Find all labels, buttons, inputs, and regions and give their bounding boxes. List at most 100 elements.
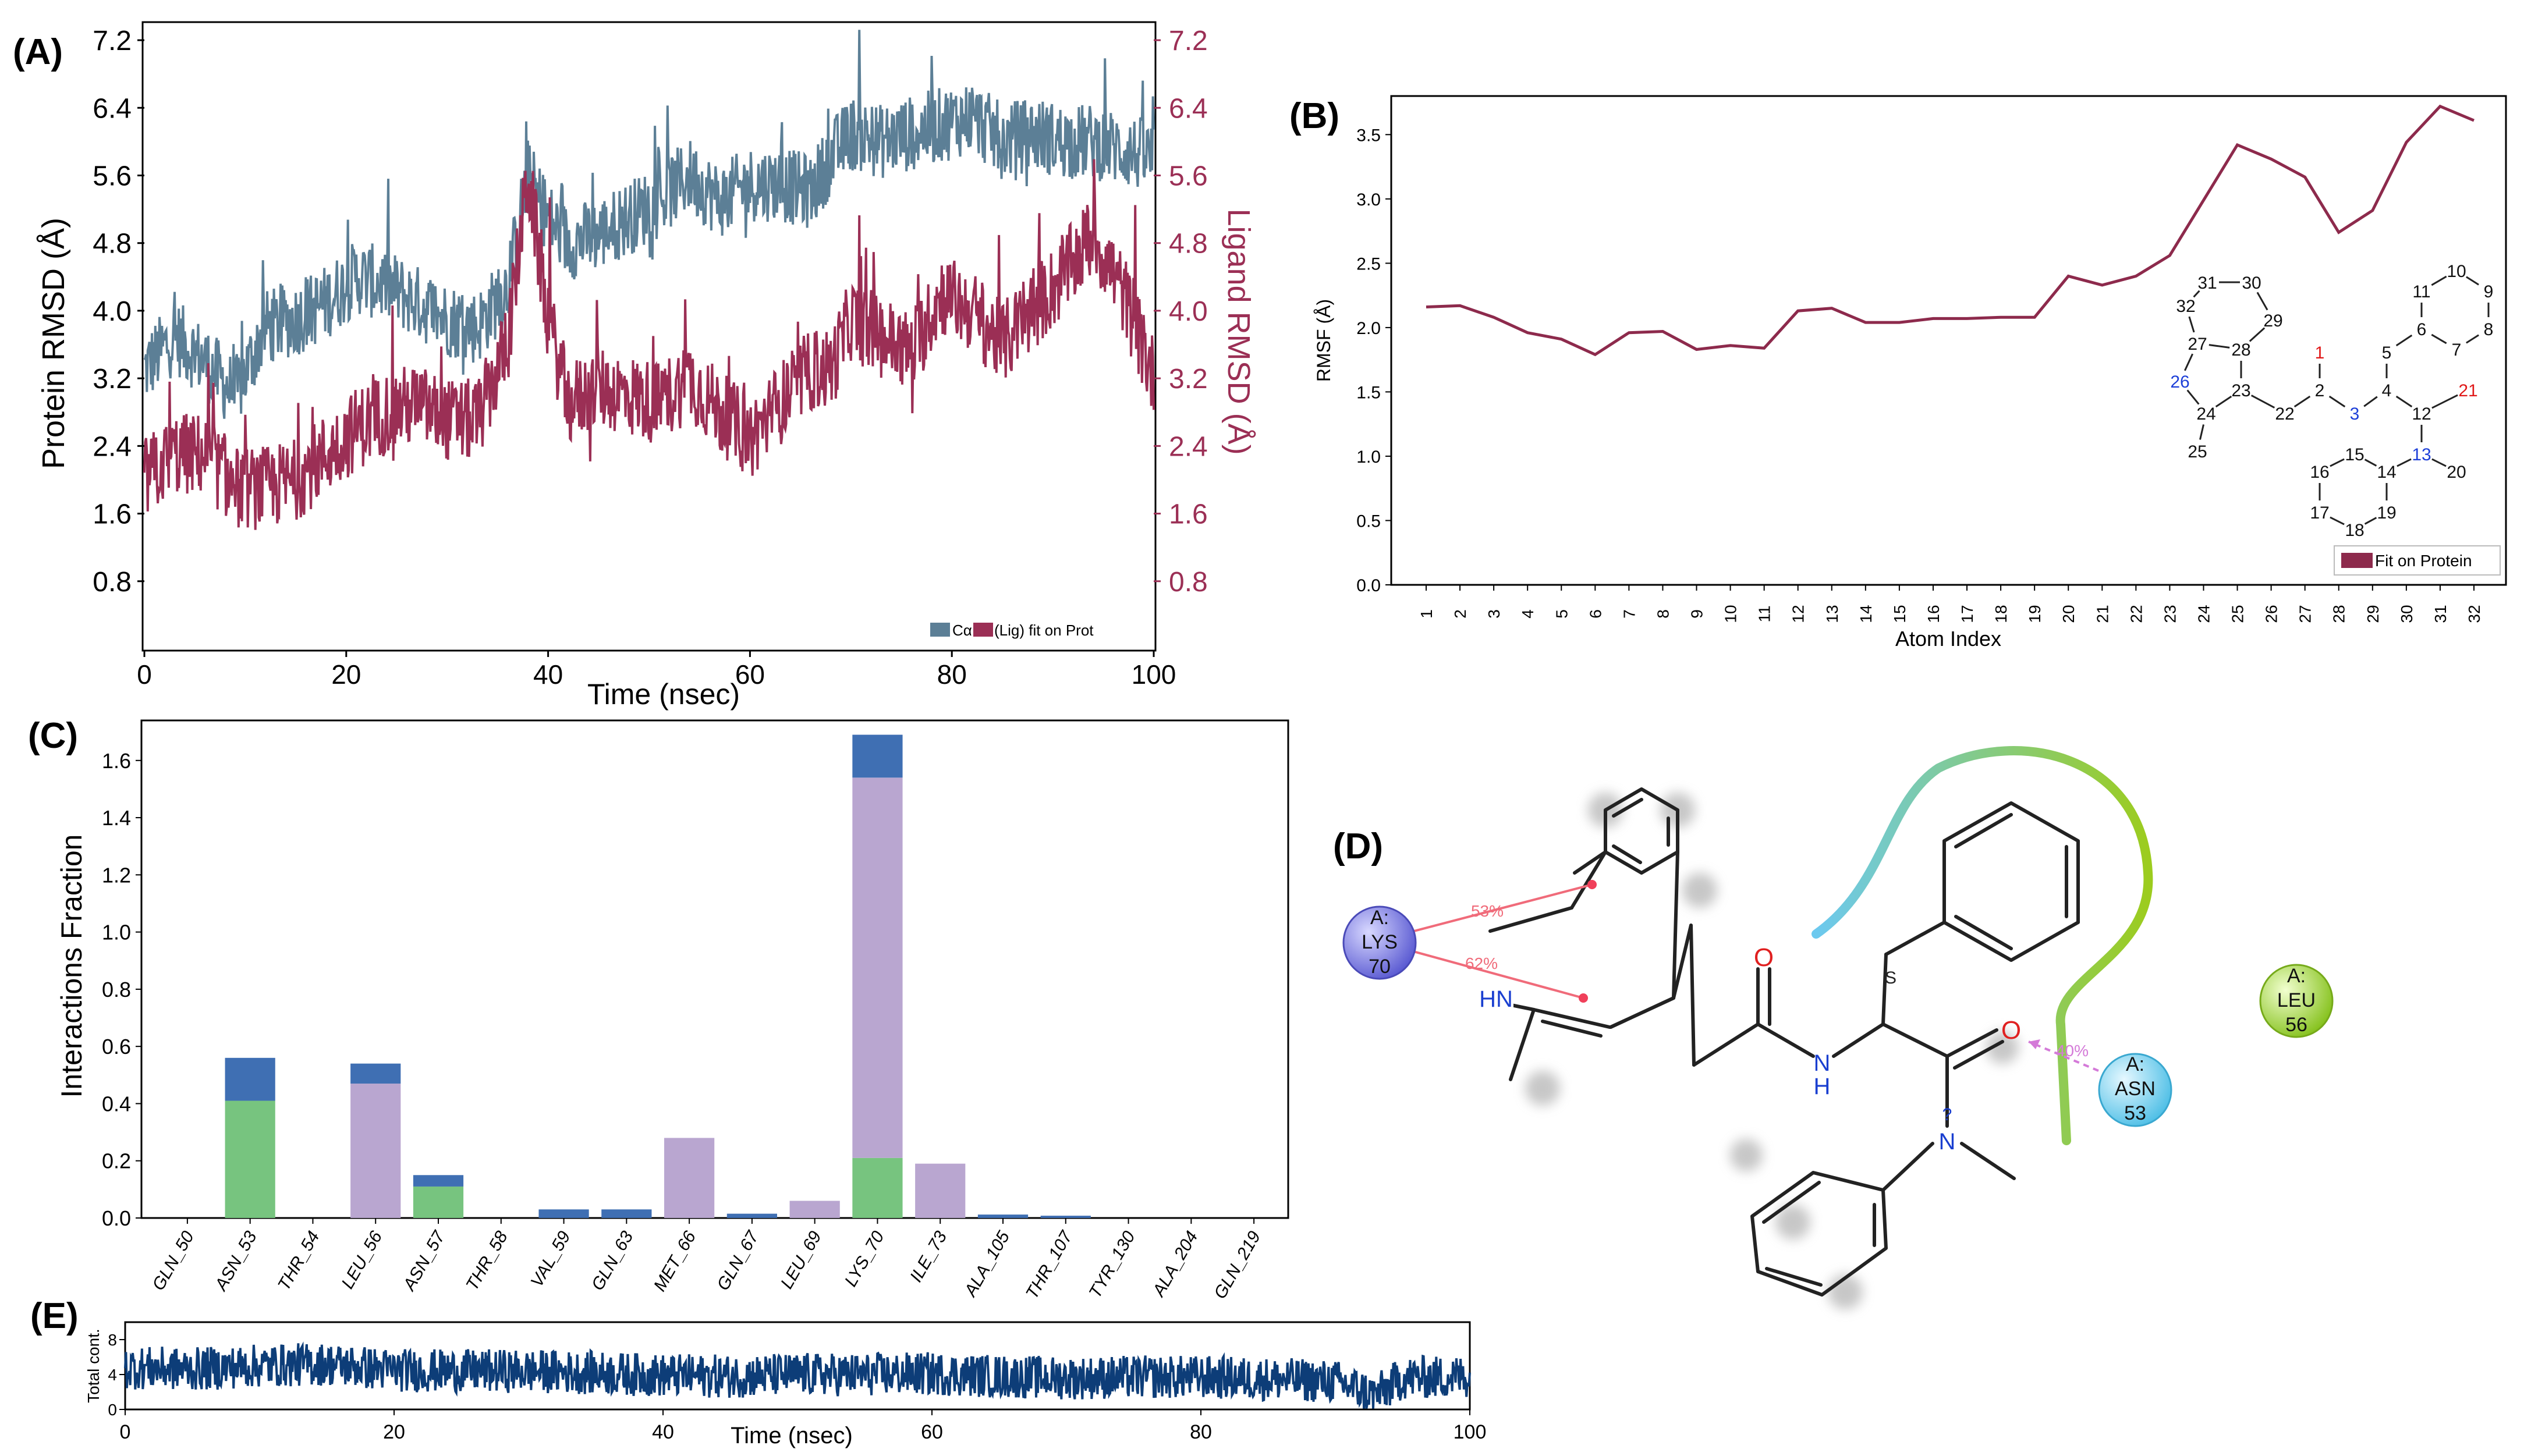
b-xtick-label: 15 — [1891, 605, 1909, 623]
b-structure-bond — [2397, 458, 2412, 467]
c-ytick-label: 0.6 — [102, 1035, 131, 1059]
leu56-number: 56 — [2285, 1014, 2307, 1036]
b-structure-bond — [2250, 395, 2275, 409]
b-xtick-label: 3 — [1485, 609, 1503, 619]
asn53-circle — [2098, 1053, 2172, 1127]
a-ytick-label: 4.8 — [93, 229, 132, 260]
b-atom-number: 19 — [2377, 503, 2396, 523]
b-atom-number: 7 — [2452, 340, 2462, 360]
c-xtick-label: VAL_59 — [527, 1228, 574, 1291]
asn53-number: 53 — [2124, 1102, 2146, 1124]
bar-leu_56-1 — [350, 1084, 401, 1218]
residue-lys70: A: LYS 70 — [1342, 905, 1417, 980]
panel-e-x-axis: 0 20 40 60 80 100 — [120, 1409, 1487, 1443]
c-xtick-label: THR_107 — [1022, 1227, 1076, 1302]
b-atom-number: 11 — [2412, 282, 2430, 301]
a-y2tick-label: 7.2 — [1169, 26, 1208, 56]
b-ytick-label: 0.5 — [1356, 512, 1381, 531]
b-xtick-label: 17 — [1958, 605, 1976, 623]
b-atom-number: 3 — [2350, 404, 2360, 424]
c-ytick-label: 0.8 — [102, 978, 131, 1002]
bar-gln_67-2 — [726, 1213, 777, 1218]
bar-ala_105-2 — [977, 1214, 1029, 1218]
b-atom-number: 6 — [2417, 320, 2427, 339]
legend-protein-label: Cα — [952, 622, 972, 639]
b-xtick-label: 21 — [2093, 605, 2111, 623]
b-atom-number: 25 — [2188, 442, 2207, 461]
panel-c-interaction-chart: 0.0 0.2 0.4 0.6 0.8 1.0 1.2 1.4 1.6 GLN_50 ASN_53… — [55, 719, 1289, 1302]
ligand-rmsd-line — [143, 159, 1155, 530]
b-xtick-label: 30 — [2398, 605, 2416, 623]
panel-label-a: (A) — [13, 32, 63, 72]
e-xtick-label: 80 — [1190, 1421, 1212, 1443]
a-xtick-label: 0 — [137, 659, 152, 690]
b-xtick-label: 4 — [1519, 609, 1537, 619]
c-xtick-label: ALA_105 — [960, 1228, 1013, 1301]
e-xtick-label: 100 — [1454, 1421, 1487, 1443]
b-xtick-label: 22 — [2127, 605, 2145, 623]
b-xtick-label: 12 — [1789, 605, 1807, 623]
panel-b-xlabel: Atom Index — [1895, 627, 2001, 651]
binding-pocket-outline — [1812, 746, 2153, 1145]
b-atom-number: 32 — [2176, 297, 2195, 316]
stereo-s-label: S — [1885, 968, 1896, 988]
legend-rmsf-label: Fit on Protein — [2375, 552, 2472, 570]
b-structure-bond — [2466, 276, 2479, 286]
panel-b-x-axis: 1 2 3 4 5 6 7 8 9 10 11 12 13 14 15 16 17 18 19 20 21 22 23 24 2… — [1417, 585, 2483, 623]
b-structure-bond — [2215, 395, 2232, 408]
b-structure-bond — [2431, 394, 2458, 409]
lys70-chain: A: — [1370, 907, 1389, 929]
e-ytick-label: 4 — [108, 1366, 117, 1384]
a-y2tick-label: 2.4 — [1169, 431, 1208, 462]
bar-asn_57-2 — [413, 1175, 464, 1187]
b-structure-bond — [2188, 316, 2195, 333]
panel-c-frame — [140, 719, 1289, 1219]
panel-a-xlabel: Time (nsec) — [587, 678, 740, 711]
a-y2tick-label: 5.6 — [1169, 161, 1208, 191]
bar-asn_53-2 — [225, 1057, 275, 1101]
b-xtick-label: 18 — [1992, 605, 2010, 623]
b-structure-bond — [2330, 516, 2345, 525]
b-atom-number: 8 — [2484, 320, 2494, 339]
panel-e-contacts-chart: 0 4 8 0 20 40 60 80 100 Time (nsec) Total cont. — [84, 1321, 1487, 1448]
asn53-chain: A: — [2126, 1053, 2144, 1075]
legend-ligand-label: (Lig) fit on Prot — [994, 622, 1094, 639]
c-xtick-label: TYR_130 — [1086, 1228, 1139, 1302]
b-atom-number: 31 — [2197, 274, 2217, 293]
b-structure-bond — [2431, 333, 2447, 345]
b-xtick-label: 26 — [2263, 605, 2281, 623]
bar-val_59-2 — [538, 1209, 589, 1218]
a-ytick-label: 4.0 — [93, 296, 132, 327]
b-structure-bond — [2186, 389, 2200, 405]
lys70-number: 70 — [1369, 956, 1391, 978]
a-ytick-label: 0.8 — [93, 567, 132, 598]
amide-n-label: N — [1814, 1050, 1831, 1076]
panel-label-b: (B) — [1289, 96, 1339, 136]
b-ytick-label: 2.0 — [1356, 319, 1381, 338]
bar-leu_69-1 — [789, 1201, 840, 1218]
legend-swatch-ligand — [973, 623, 993, 637]
residue-asn53: A: ASN 53 — [2098, 1053, 2172, 1127]
b-atom-number: 29 — [2263, 311, 2282, 331]
pi-cation-interactions: 53% 62% — [1402, 880, 1597, 1003]
b-atom-number: 20 — [2447, 463, 2466, 482]
a-xtick-label: 100 — [1132, 659, 1176, 690]
c-xtick-label: MET_66 — [650, 1228, 700, 1295]
panel-c-y-axis: 0.0 0.2 0.4 0.6 0.8 1.0 1.2 1.4 1.6 — [102, 749, 141, 1230]
b-xtick-label: 13 — [1823, 605, 1841, 623]
a-y2tick-label: 3.2 — [1169, 364, 1208, 395]
panel-e-xlabel: Time (nsec) — [731, 1423, 853, 1448]
ligand-interaction-diagram: HN O N H S O ? N 53% 62% 40% A: LYS 70 — [1342, 746, 2334, 1309]
hbond-line-asn53 — [2028, 1040, 2099, 1072]
c-ytick-label: 1.2 — [102, 863, 131, 887]
carbonyl-oxygen-2: O — [2001, 1016, 2021, 1045]
a-xtick-label: 80 — [937, 659, 967, 690]
a-xtick-label: 20 — [331, 659, 361, 690]
a-ytick-label: 5.6 — [93, 161, 132, 191]
b-ytick-label: 2.5 — [1356, 254, 1381, 274]
b-atom-number: 17 — [2310, 503, 2329, 523]
b-ytick-label: 3.5 — [1356, 126, 1381, 145]
panel-b-rmsf-chart: 0.00.51.01.52.02.53.03.5 1 2 3 4 5 6 7 8 9 10 11 12… — [1313, 95, 2507, 651]
b-ytick-label: 1.0 — [1356, 448, 1381, 467]
c-xtick-label: LEU_56 — [338, 1228, 386, 1292]
